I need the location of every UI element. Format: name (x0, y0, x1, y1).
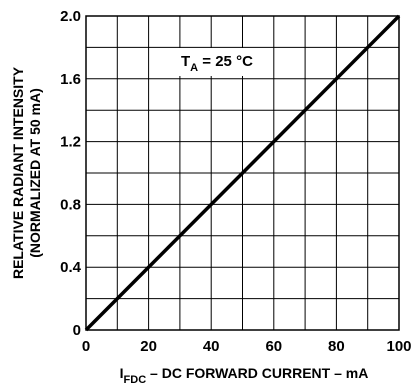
y-tick-label: 1.2 (60, 134, 81, 151)
x-tick-labels: 0 20 40 60 80 100 (82, 338, 412, 355)
y-tick-labels: 0 0.4 0.8 1.2 1.6 2.0 (60, 8, 82, 339)
x-tick-label: 0 (82, 338, 90, 355)
y-tick-label: 1.6 (60, 71, 81, 88)
x-tick-label: 80 (328, 338, 345, 355)
x-tick-label: 60 (265, 338, 282, 355)
x-axis-label-subscript: FDC (124, 374, 147, 386)
annotation-main: T (181, 53, 190, 70)
x-axis-label: IFDC – DC FORWARD CURRENT – mA (120, 365, 369, 386)
annotation-rest: = 25 °C (198, 53, 253, 70)
annotation-background (176, 48, 272, 76)
series-layer (84, 14, 401, 332)
series-line (84, 14, 401, 332)
y-axis-label-line1: RELATIVE RADIANT INTENSITY (10, 66, 26, 279)
x-tick-label: 20 (140, 338, 157, 355)
y-tick-label: 0.4 (60, 259, 82, 276)
x-axis-label-prefix: I (120, 365, 124, 381)
y-tick-label: 0 (73, 322, 81, 339)
plot-frame (85, 15, 400, 331)
x-axis-label-rest: – DC FORWARD CURRENT – mA (146, 365, 368, 381)
x-tick-label: 100 (386, 338, 411, 355)
x-tick-label: 40 (203, 338, 220, 355)
annotation-subscript: A (190, 62, 198, 74)
temperature-annotation: TA = 25 °C (181, 53, 253, 74)
y-tick-label: 0.8 (60, 196, 81, 213)
y-axis-label-line2: (NORMALIZED AT 50 mA) (27, 88, 43, 258)
y-tick-label: 2.0 (60, 8, 81, 25)
